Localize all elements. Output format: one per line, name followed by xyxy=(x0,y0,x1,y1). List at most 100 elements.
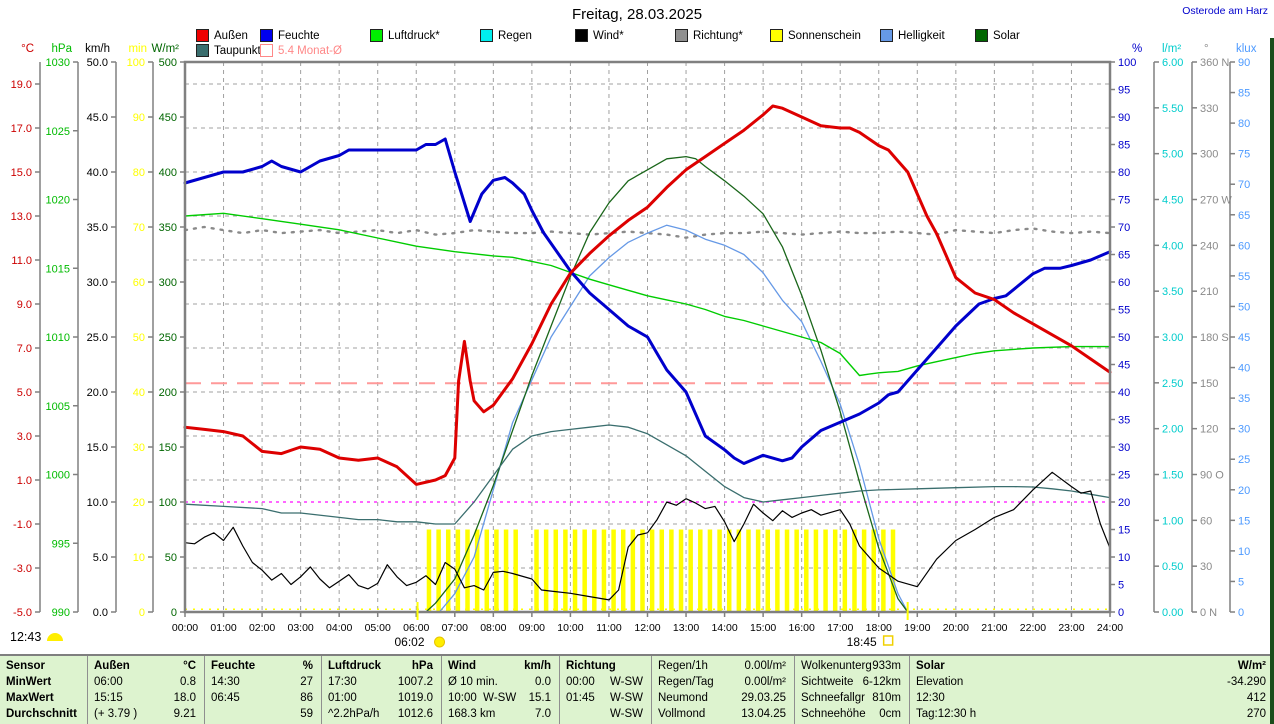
legend-item: Wind* xyxy=(575,29,624,42)
axis-tick-label: 1005 xyxy=(46,401,70,413)
legend-label: Luftdruck* xyxy=(388,29,440,42)
axis-tick-label: 15 xyxy=(1118,525,1130,537)
axis-tick-label: 90 O xyxy=(1200,470,1224,482)
axis-tick-label: 200 xyxy=(159,387,177,399)
sensor-cell-label: Tag:12:30 h xyxy=(916,708,977,720)
axis-tick-label: 995 xyxy=(52,538,70,550)
sensor-cell-value: 0cm xyxy=(879,708,901,720)
sensor-cell-label: 12:30 xyxy=(916,692,945,704)
x-tick-label: 24:00 xyxy=(1097,622,1123,634)
series-Luftdruck xyxy=(184,212,1111,377)
sensor-cell-label: 06:45 xyxy=(211,692,240,704)
sensor-cell-value: hPa xyxy=(411,660,433,672)
axis-tick-label: 2.50 xyxy=(1162,378,1183,390)
axis-tick-label: 450 xyxy=(159,112,177,124)
x-tick-label: 23:00 xyxy=(1058,622,1084,634)
legend-label: Richtung* xyxy=(693,29,743,42)
legend-swatch xyxy=(370,29,383,42)
x-tick-label: 10:00 xyxy=(557,622,583,634)
x-tick-label: 13:00 xyxy=(673,622,699,634)
axis-unit-label: hPa xyxy=(52,43,73,55)
sensor-cell-value: 1012.6 xyxy=(397,708,433,720)
sensor-table-column: Feuchte% 14:30 27 06:45 86 59 xyxy=(205,656,322,724)
axis-tick-label: 17.0 xyxy=(11,123,32,135)
axis-unit-label: klux xyxy=(1236,43,1257,55)
axis-tick-label: 100 xyxy=(1118,57,1136,69)
legend-item: 5.4 Monat-Ø xyxy=(260,44,342,57)
sensor-cell-value: W-SW xyxy=(609,708,643,720)
legend-label: Helligkeit xyxy=(898,29,945,42)
axis-tick-label: 5.50 xyxy=(1162,103,1183,115)
axis-tick-label: 7.0 xyxy=(17,343,32,355)
axis-tick-label: 400 xyxy=(159,167,177,179)
x-tick-label: 19:00 xyxy=(904,622,930,634)
axis-tick-label: 85 xyxy=(1238,88,1250,100)
sensor-cell-value: 15.1 xyxy=(528,692,551,704)
axis-tick-label: -3.0 xyxy=(13,563,32,575)
axis-tick-label: 1.50 xyxy=(1162,470,1183,482)
sensor-cell-label: Durchschnitt xyxy=(6,708,77,720)
axis-tick-label: 65 xyxy=(1238,210,1250,222)
sensor-cell-value: 6-12km xyxy=(862,676,901,688)
sensor-table-row: 01:00 1019.0 xyxy=(322,690,441,706)
axis-tick-label: 45 xyxy=(1118,360,1130,372)
axis-tick-label: 1.0 xyxy=(17,475,32,487)
axis-tick-label: 35 xyxy=(1118,415,1130,427)
legend-swatch xyxy=(880,29,893,42)
legend-item: Außen xyxy=(196,29,248,42)
sunrise-time: 06:02 xyxy=(395,635,425,649)
sensor-cell-label: MinWert xyxy=(6,676,52,688)
axis-tick-label: 120 xyxy=(1200,424,1218,436)
sensor-cell-value: 1007.2 xyxy=(397,676,433,688)
sensor-table-row: Schneehöhe 0cm xyxy=(795,706,909,722)
sensor-cell-value: 18.0 xyxy=(173,692,196,704)
x-tick-label: 00:00 xyxy=(172,622,198,634)
x-tick-label: 06:00 xyxy=(403,622,429,634)
sensor-table-row: 10:00 W-SW 15.1 xyxy=(442,690,559,706)
axis-tick-label: 2.00 xyxy=(1162,424,1183,436)
axis-tick-label: 250 xyxy=(159,332,177,344)
axis-tick-label: 180 S xyxy=(1200,332,1229,344)
axis-tick-label: 75 xyxy=(1118,195,1130,207)
axis-tick-label: 50.0 xyxy=(87,57,108,69)
sensor-table-row: 17:30 1007.2 xyxy=(322,674,441,690)
sunshine-bars xyxy=(426,529,896,612)
axis-tick-label: 85 xyxy=(1118,140,1130,152)
axis-tick-label: 90 xyxy=(1118,112,1130,124)
current-time-label: 12:43 xyxy=(10,630,42,644)
sensor-cell-label: Richtung xyxy=(566,660,616,672)
axis-tick-label: 300 xyxy=(159,277,177,289)
axis-tick-label: 11.0 xyxy=(11,255,32,267)
axis-tick-label: 4.00 xyxy=(1162,240,1183,252)
axis-tick-label: 1.00 xyxy=(1162,515,1183,527)
axis-tick-label: 45.0 xyxy=(87,112,108,124)
x-tick-label: 03:00 xyxy=(287,622,313,634)
axis-tick-label: 150 xyxy=(1200,378,1218,390)
sensor-cell-value: 0.00l/m² xyxy=(744,660,786,672)
sensor-cell-value: km/h xyxy=(524,660,551,672)
sensor-cell-value: 412 xyxy=(1246,692,1266,704)
sensor-cell-label: Sichtweite xyxy=(801,676,854,688)
axis-tick-label: 30 xyxy=(1118,442,1130,454)
sensor-table-row: Sichtweite 6-12km xyxy=(795,674,909,690)
sensor-cell-label: Ø 10 min. xyxy=(448,676,498,688)
sensor-cell-label: Regen/Tag xyxy=(658,676,714,688)
axis-tick-label: 55 xyxy=(1238,271,1250,283)
axis-tick-label: 40.0 xyxy=(87,167,108,179)
sensor-table-row: Feuchte% xyxy=(205,658,321,674)
sensor-table-row: 01:45 W-SW xyxy=(560,690,651,706)
sensor-cell-label: Luftdruck xyxy=(328,660,382,672)
x-axis: 00:00 01:00 02:00 03:00 04:00 05:00 06:00 07:00… xyxy=(172,612,1123,634)
axis-tick-label: 300 xyxy=(1200,149,1218,161)
axis-tick-label: 240 xyxy=(1200,240,1218,252)
legend-label: 5.4 Monat-Ø xyxy=(278,44,342,57)
axis-tick-label: 50 xyxy=(165,552,177,564)
axis-tick-label: 75 xyxy=(1238,149,1250,161)
axis-tick-label: 35 xyxy=(1238,393,1250,405)
axis-tick-label: 1000 xyxy=(46,470,70,482)
legend-swatch xyxy=(196,29,209,42)
sensor-table-column: Außen °C 06:00 0.8 15:15 18.0 (+ 3.79 ) 9.21 xyxy=(88,656,205,724)
series-Feuchte xyxy=(183,137,1112,465)
current-time-indicator: 12:43 xyxy=(10,630,64,644)
sensor-table-row: Regen/1h 0.00l/m² xyxy=(652,658,794,674)
